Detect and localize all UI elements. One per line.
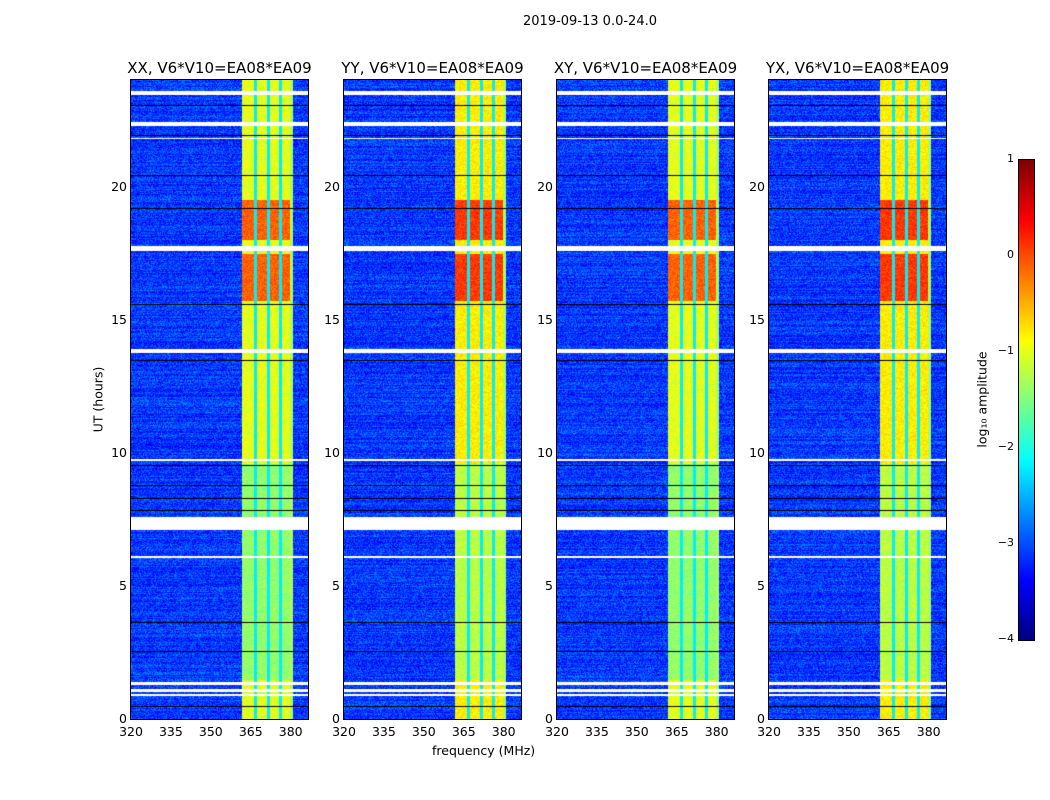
x-tick-label: 320 (332, 724, 356, 739)
heatmap-panel (344, 80, 521, 719)
y-tick-label: 5 (545, 577, 553, 593)
panel-title: XY, V6*V10=EA08*EA09 (553, 59, 738, 77)
y-tick-label: 0 (545, 711, 553, 726)
y-tick-label: 5 (757, 577, 765, 593)
y-tick-label: 20 (111, 178, 127, 194)
colorbar-tick-label: 0 (1007, 248, 1014, 261)
colorbar-tick-label: 1 (1007, 152, 1014, 165)
colorbar-tick-label: −3 (997, 536, 1014, 549)
x-tick-label: 380 (916, 724, 941, 739)
x-axis-label: frequency (MHz) (432, 743, 536, 758)
y-tick-label: 5 (332, 577, 340, 593)
x-tick-label: 350 (411, 724, 436, 739)
x-tick-label: 320 (119, 724, 143, 739)
y-tick-label: 5 (119, 577, 127, 593)
heatmap-panel (131, 80, 308, 719)
x-tick-label: 365 (451, 724, 476, 739)
y-tick-label: 15 (749, 311, 765, 327)
y-tick-label: 10 (537, 444, 553, 460)
y-tick-label: 10 (324, 444, 340, 460)
x-tick-label: 335 (158, 724, 183, 739)
y-tick-label: 0 (757, 711, 765, 726)
heatmap-panel (557, 80, 734, 719)
x-tick-label: 335 (371, 724, 396, 739)
x-tick-label: 365 (238, 724, 263, 739)
colorbar-tick-label: −4 (997, 632, 1014, 645)
x-tick-label: 335 (796, 724, 821, 739)
y-tick-label: 15 (111, 311, 127, 327)
x-tick-label: 365 (876, 724, 901, 739)
x-tick-label: 335 (584, 724, 609, 739)
y-tick-label: 15 (324, 311, 340, 327)
y-tick-label: 20 (324, 178, 340, 194)
x-tick-label: 320 (757, 724, 781, 739)
x-tick-label: 365 (664, 724, 689, 739)
y-tick-label: 0 (119, 711, 127, 726)
panel-title: YX, V6*V10=EA08*EA09 (765, 59, 950, 77)
heatmap-panel (769, 80, 946, 719)
x-tick-label: 380 (491, 724, 516, 739)
panel-title: YY, V6*V10=EA08*EA09 (341, 59, 524, 77)
x-tick-label: 380 (704, 724, 729, 739)
y-tick-label: 20 (537, 178, 553, 194)
y-axis-label: UT (hours) (90, 366, 106, 433)
colorbar (1019, 160, 1034, 640)
y-tick-label: 10 (749, 444, 765, 460)
colorbar-tick-label: −2 (997, 440, 1014, 453)
figure-title: 2019-09-13 0.0-24.0 (523, 14, 657, 29)
y-tick-label: 10 (111, 444, 127, 460)
colorbar-tick-label: −1 (997, 344, 1014, 357)
x-tick-label: 350 (836, 724, 861, 739)
x-tick-label: 350 (198, 724, 223, 739)
y-tick-label: 0 (332, 711, 340, 726)
x-tick-label: 320 (545, 724, 569, 739)
y-tick-label: 20 (749, 178, 765, 194)
panel-title: XX, V6*V10=EA08*EA09 (127, 59, 312, 77)
y-tick-label: 15 (537, 311, 553, 327)
x-tick-label: 380 (278, 724, 303, 739)
x-tick-label: 350 (624, 724, 649, 739)
